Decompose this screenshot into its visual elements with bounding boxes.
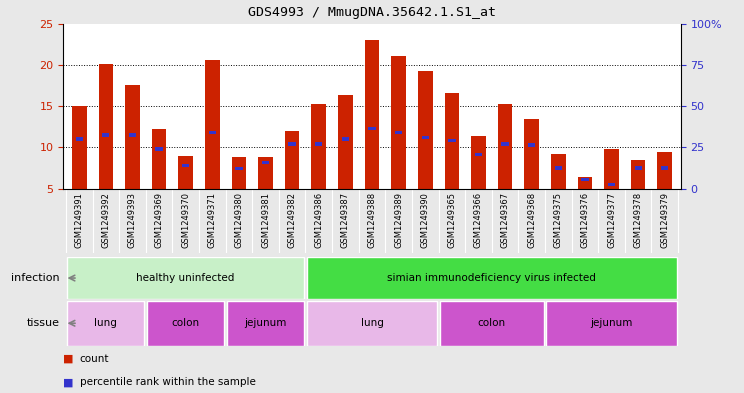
Bar bbox=[285, 131, 300, 189]
Bar bbox=[155, 147, 163, 151]
Bar bbox=[307, 301, 437, 346]
Text: GSM1249391: GSM1249391 bbox=[74, 192, 84, 248]
Text: tissue: tissue bbox=[27, 318, 60, 328]
Bar bbox=[205, 60, 219, 189]
Text: GSM1249366: GSM1249366 bbox=[474, 192, 483, 248]
Bar bbox=[501, 142, 509, 146]
Text: lung: lung bbox=[94, 318, 118, 328]
Bar bbox=[551, 154, 565, 189]
Bar bbox=[289, 142, 296, 146]
Bar bbox=[498, 104, 513, 189]
Bar bbox=[448, 139, 455, 142]
Bar bbox=[661, 166, 668, 170]
Bar bbox=[67, 301, 144, 346]
Bar bbox=[365, 40, 379, 189]
Bar bbox=[235, 167, 243, 171]
Bar bbox=[102, 133, 109, 137]
Bar bbox=[546, 301, 677, 346]
Text: GSM1249378: GSM1249378 bbox=[634, 192, 643, 248]
Bar bbox=[307, 257, 677, 299]
Text: GSM1249390: GSM1249390 bbox=[421, 192, 430, 248]
Bar bbox=[391, 56, 406, 189]
Text: GSM1249371: GSM1249371 bbox=[208, 192, 217, 248]
Text: ■: ■ bbox=[63, 354, 74, 364]
Text: jejunum: jejunum bbox=[591, 318, 632, 328]
Bar bbox=[72, 106, 86, 189]
Text: GSM1249387: GSM1249387 bbox=[341, 192, 350, 248]
Text: GSM1249393: GSM1249393 bbox=[128, 192, 137, 248]
Bar bbox=[525, 119, 539, 189]
Bar bbox=[444, 93, 459, 189]
Bar bbox=[368, 127, 376, 130]
Bar bbox=[98, 64, 113, 189]
Text: percentile rank within the sample: percentile rank within the sample bbox=[80, 377, 255, 387]
Text: GSM1249392: GSM1249392 bbox=[101, 192, 110, 248]
Text: count: count bbox=[80, 354, 109, 364]
Text: GSM1249389: GSM1249389 bbox=[394, 192, 403, 248]
Bar bbox=[231, 157, 246, 189]
Text: GSM1249386: GSM1249386 bbox=[314, 192, 323, 248]
Bar bbox=[262, 161, 269, 164]
Bar bbox=[475, 153, 482, 156]
Bar bbox=[152, 129, 167, 189]
Bar bbox=[179, 156, 193, 189]
Bar bbox=[258, 157, 273, 189]
Text: GSM1249367: GSM1249367 bbox=[501, 192, 510, 248]
Text: GSM1249370: GSM1249370 bbox=[182, 192, 190, 248]
Text: GSM1249376: GSM1249376 bbox=[580, 192, 589, 248]
Bar bbox=[341, 138, 349, 141]
Text: GSM1249377: GSM1249377 bbox=[607, 192, 616, 248]
Bar bbox=[635, 166, 642, 170]
Bar bbox=[338, 95, 353, 189]
Bar bbox=[577, 177, 592, 189]
Bar bbox=[227, 301, 304, 346]
Text: GSM1249380: GSM1249380 bbox=[234, 192, 243, 248]
Text: GSM1249388: GSM1249388 bbox=[368, 192, 376, 248]
Text: GSM1249379: GSM1249379 bbox=[660, 192, 670, 248]
Text: GSM1249368: GSM1249368 bbox=[527, 192, 536, 248]
Text: GSM1249375: GSM1249375 bbox=[554, 192, 562, 248]
Bar bbox=[528, 143, 536, 147]
Bar bbox=[422, 136, 429, 139]
Text: infection: infection bbox=[11, 273, 60, 283]
Bar bbox=[76, 138, 83, 141]
Bar bbox=[67, 257, 304, 299]
Bar bbox=[315, 142, 322, 146]
Bar bbox=[312, 104, 326, 189]
Bar bbox=[658, 152, 672, 189]
Text: lung: lung bbox=[361, 318, 383, 328]
Bar bbox=[604, 149, 619, 189]
Text: GSM1249365: GSM1249365 bbox=[447, 192, 456, 248]
Bar bbox=[418, 71, 432, 189]
Text: GSM1249369: GSM1249369 bbox=[155, 192, 164, 248]
Bar bbox=[555, 166, 562, 170]
Bar bbox=[182, 164, 189, 167]
Bar bbox=[608, 183, 615, 186]
Text: colon: colon bbox=[478, 318, 506, 328]
Text: GSM1249382: GSM1249382 bbox=[288, 192, 297, 248]
Text: colon: colon bbox=[172, 318, 199, 328]
Text: simian immunodeficiency virus infected: simian immunodeficiency virus infected bbox=[388, 273, 596, 283]
Text: ■: ■ bbox=[63, 377, 74, 387]
Bar bbox=[631, 160, 646, 189]
Bar bbox=[147, 301, 224, 346]
Text: GDS4993 / MmugDNA.35642.1.S1_at: GDS4993 / MmugDNA.35642.1.S1_at bbox=[248, 6, 496, 19]
Bar bbox=[395, 131, 403, 134]
Bar bbox=[208, 131, 216, 134]
Bar bbox=[440, 301, 544, 346]
Bar bbox=[471, 136, 486, 189]
Text: healthy uninfected: healthy uninfected bbox=[136, 273, 235, 283]
Bar bbox=[125, 86, 140, 189]
Bar bbox=[581, 178, 589, 181]
Text: GSM1249381: GSM1249381 bbox=[261, 192, 270, 248]
Bar bbox=[129, 133, 136, 137]
Text: jejunum: jejunum bbox=[244, 318, 286, 328]
